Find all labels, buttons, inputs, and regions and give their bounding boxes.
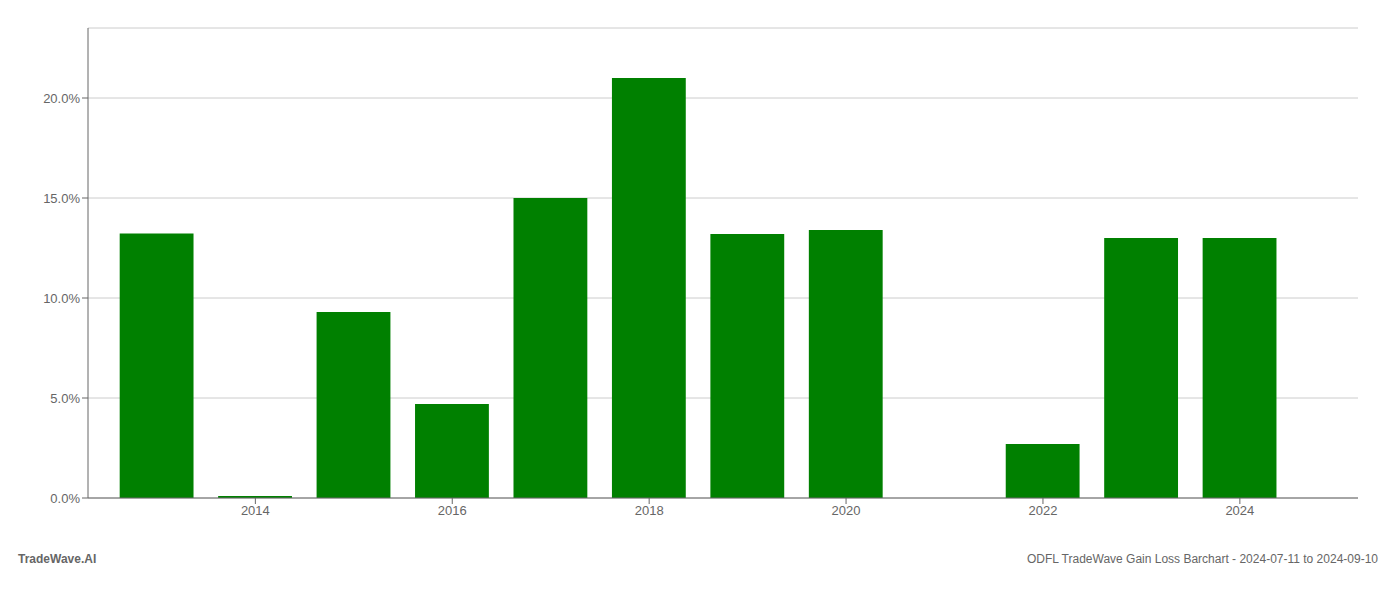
svg-text:10.0%: 10.0% <box>43 291 80 306</box>
svg-text:2020: 2020 <box>832 503 861 518</box>
svg-text:2016: 2016 <box>438 503 467 518</box>
svg-text:2018: 2018 <box>635 503 664 518</box>
svg-text:15.0%: 15.0% <box>43 191 80 206</box>
svg-text:0.0%: 0.0% <box>50 491 80 506</box>
html-text:ODFL TradeWave Gain Loss Barch: ODFL TradeWave Gain Loss Barchart - 2024… <box>1026 552 1378 566</box>
svg-text:5.0%: 5.0% <box>50 391 80 406</box>
html-text:TradeWave.AI: TradeWave.AI <box>18 552 97 566</box>
svg-text:2022: 2022 <box>1029 503 1058 518</box>
svg-text:20.0%: 20.0% <box>43 91 80 106</box>
svg-text:2024: 2024 <box>1225 503 1254 518</box>
svg-text:2014: 2014 <box>241 503 270 518</box>
